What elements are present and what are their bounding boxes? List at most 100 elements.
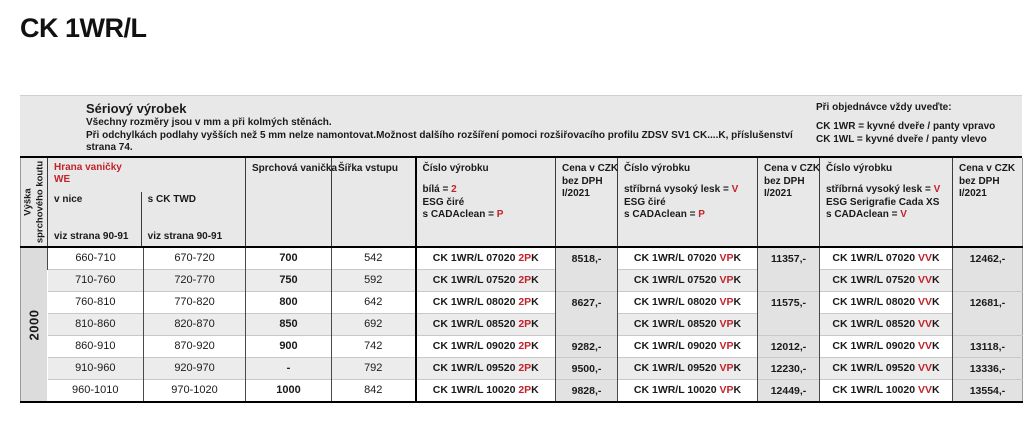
price-cell: 13118,- <box>952 335 1023 358</box>
product-code-suffix-black: K <box>932 384 940 396</box>
shower-height-cell: 2000 <box>20 246 48 402</box>
product-code-cell: CK 1WR/L 09020 VVK <box>819 335 953 358</box>
info-note-line3: strana 74. <box>86 142 133 153</box>
entry-width-label: Šířka vstupu <box>338 163 399 174</box>
product-code-base: CK 1WR/L 07020 <box>832 252 918 264</box>
product-code-base: CK 1WR/L 08520 <box>832 318 918 330</box>
price-table: Výška sprchového koutu Hrana vaničky WE … <box>20 158 1023 403</box>
price-cell: 9500,- <box>555 357 618 380</box>
product-code-base: CK 1WR/L 07020 <box>432 252 519 264</box>
header-price-3: Cena v CZK bez DPH I/2021 <box>952 158 1023 248</box>
price-cell: 13336,- <box>952 357 1023 380</box>
tray-size-cell: 750 <box>245 269 332 292</box>
price-cell: 12449,- <box>757 379 820 402</box>
product-code-suffix-red: VP <box>719 318 734 330</box>
range-twd-cell: 820-870 <box>143 313 246 336</box>
range-twd-cell: 770-820 <box>143 291 246 314</box>
price-cell: 11575,- <box>757 291 820 336</box>
entry-width-cell: 792 <box>331 357 416 380</box>
tray-edge-subcolumns: v nice viz strana 90-91 s CK TWD viz str… <box>48 192 245 246</box>
table-row: 810-860 820-870 850 692 CK 1WR/L 08520 2PK CK… <box>21 313 1023 336</box>
product-code-cell: CK 1WR/L 08520 2PK <box>414 313 556 336</box>
header-entry-width: Šířka vstupu <box>331 158 416 248</box>
product-code-cell: CK 1WR/L 09520 VVK <box>819 357 953 380</box>
range-niche-cell: 960-1010 <box>47 379 144 402</box>
product1-code-letter: 2 <box>451 184 457 195</box>
product1-cadaclean-letter: P <box>496 209 504 220</box>
range-niche-cell: 660-710 <box>47 246 144 270</box>
product-code-suffix-black: K <box>733 340 742 352</box>
info-band: Sériový výrobek Všechny rozměry jsou v m… <box>20 95 1022 158</box>
range-twd-cell: 970-1020 <box>143 379 246 402</box>
entry-width-cell: 542 <box>331 246 416 270</box>
product-code-suffix-black: K <box>932 296 940 308</box>
subcolumn-niche: v nice viz strana 90-91 <box>48 192 141 246</box>
table-row: 2000 660-710 670-720 700 542 CK 1WR/L 07020 2… <box>20 246 1023 402</box>
table-header: Výška sprchového koutu Hrana vaničky WE … <box>20 158 1023 248</box>
product-code-suffix-red: VV <box>917 318 932 330</box>
product-code-suffix-red: 2P <box>518 252 532 264</box>
price-cell: 13554,- <box>952 379 1023 402</box>
product-code-suffix-black: K <box>932 362 940 374</box>
product-code-suffix-black: K <box>733 362 742 374</box>
product-code-cell: CK 1WR/L 07520 VPK <box>617 269 758 292</box>
product-code-cell: CK 1WR/L 07520 2PK <box>414 269 556 292</box>
product3-options: stříbrná vysoký lesk = V ESG Serigrafie … <box>826 184 941 220</box>
price-cell: 8627,- <box>555 291 618 336</box>
product-code-suffix-red: VP <box>719 252 734 264</box>
product-code-base: CK 1WR/L 08020 <box>633 296 720 308</box>
product-code-base: CK 1WR/L 09020 <box>633 340 720 352</box>
price-cell: 9828,- <box>555 379 618 402</box>
entry-width-cell: 692 <box>331 313 416 336</box>
table-row: 760-810 770-820 800 642 CK 1WR/L 08020 2PK 86… <box>21 291 1023 336</box>
product-code-base: CK 1WR/L 09020 <box>432 340 519 352</box>
product-code-suffix-black: K <box>531 318 539 330</box>
range-twd-cell: 720-770 <box>143 269 246 292</box>
tray-edge-title: Hrana vaničky <box>54 162 122 173</box>
product-code-cell: CK 1WR/L 09520 2PK <box>414 357 556 380</box>
header-product-number-white: Číslo výrobku bílá = 2 ESG čiré s CADAcl… <box>414 158 556 248</box>
product-code-suffix-red: VP <box>719 384 734 396</box>
range-niche-cell: 810-860 <box>47 313 144 336</box>
product-code-suffix-black: K <box>733 296 742 308</box>
product-code-suffix-red: VV <box>917 274 932 286</box>
header-shower-height: Výška sprchového koutu <box>20 158 48 248</box>
product-code-base: CK 1WR/L 08020 <box>832 296 918 308</box>
product-code-suffix-black: K <box>531 274 539 286</box>
tray-size-cell: 900 <box>245 335 332 358</box>
header-shower-tray: Sprchová vanička <box>245 158 337 248</box>
product-code-suffix-black: K <box>531 362 539 374</box>
series-info-block: Sériový výrobek Všechny rozměry jsou v m… <box>86 101 816 153</box>
info-note-line2: Při odchylkách podlahy vyšších než 5 mm … <box>86 129 793 141</box>
product1-options: bílá = 2 ESG čiré s CADAclean = P <box>422 184 504 220</box>
page-title: CK 1WR/L <box>20 13 147 43</box>
product-code-base: CK 1WR/L 09520 <box>432 362 519 374</box>
tray-size-cell: 700 <box>245 246 332 270</box>
product-code-base: CK 1WR/L 10020 <box>633 384 720 396</box>
subcolumn-twd: s CK TWD viz strana 90-91 <box>140 192 245 246</box>
product-code-suffix-red: 2P <box>518 318 532 330</box>
header-product-number-silver: Číslo výrobku stříbrná vysoký lesk = V E… <box>617 158 758 248</box>
table-row: 860-910 870-920 900 742 CK 1WR/L 09020 2PK 92… <box>21 335 1023 358</box>
product-code-suffix-red: 2P <box>518 384 532 396</box>
product-code-suffix-black: K <box>932 252 940 264</box>
entry-width-cell: 742 <box>331 335 416 358</box>
range-niche-cell: 760-810 <box>47 291 144 314</box>
table-row: 710-760 720-770 750 592 CK 1WR/L 07520 2PK CK… <box>21 269 1023 292</box>
header-tray-edge: Hrana vaničky WE v nice viz strana 90-91… <box>47 158 246 248</box>
product-code-cell: CK 1WR/L 07020 VVK <box>819 246 953 270</box>
product-code-cell: CK 1WR/L 08520 VPK <box>617 313 758 336</box>
product-code-base: CK 1WR/L 10020 <box>832 384 918 396</box>
price-cell: 12230,- <box>757 357 820 380</box>
product-code-suffix-black: K <box>733 318 742 330</box>
table-body: 2000 660-710 670-720 700 542 CK 1WR/L 07020 2… <box>20 246 1023 402</box>
header-product-number-serigraphy: Číslo výrobku stříbrná vysoký lesk = V E… <box>819 158 953 248</box>
order-note-block: Při objednávce vždy uveďte: CK 1WR = kyv… <box>816 101 1018 153</box>
price-cell: 8518,- <box>555 246 618 292</box>
product-code-suffix-red: VP <box>719 362 734 374</box>
range-twd-cell: 870-920 <box>143 335 246 358</box>
product3-code-letter: V <box>933 184 941 195</box>
product-code-suffix-black: K <box>531 384 539 396</box>
table-row: 910-960 920-970-792 CK 1WR/L 09520 2PK 9500… <box>21 357 1023 380</box>
niche-label: v nice <box>54 194 83 205</box>
